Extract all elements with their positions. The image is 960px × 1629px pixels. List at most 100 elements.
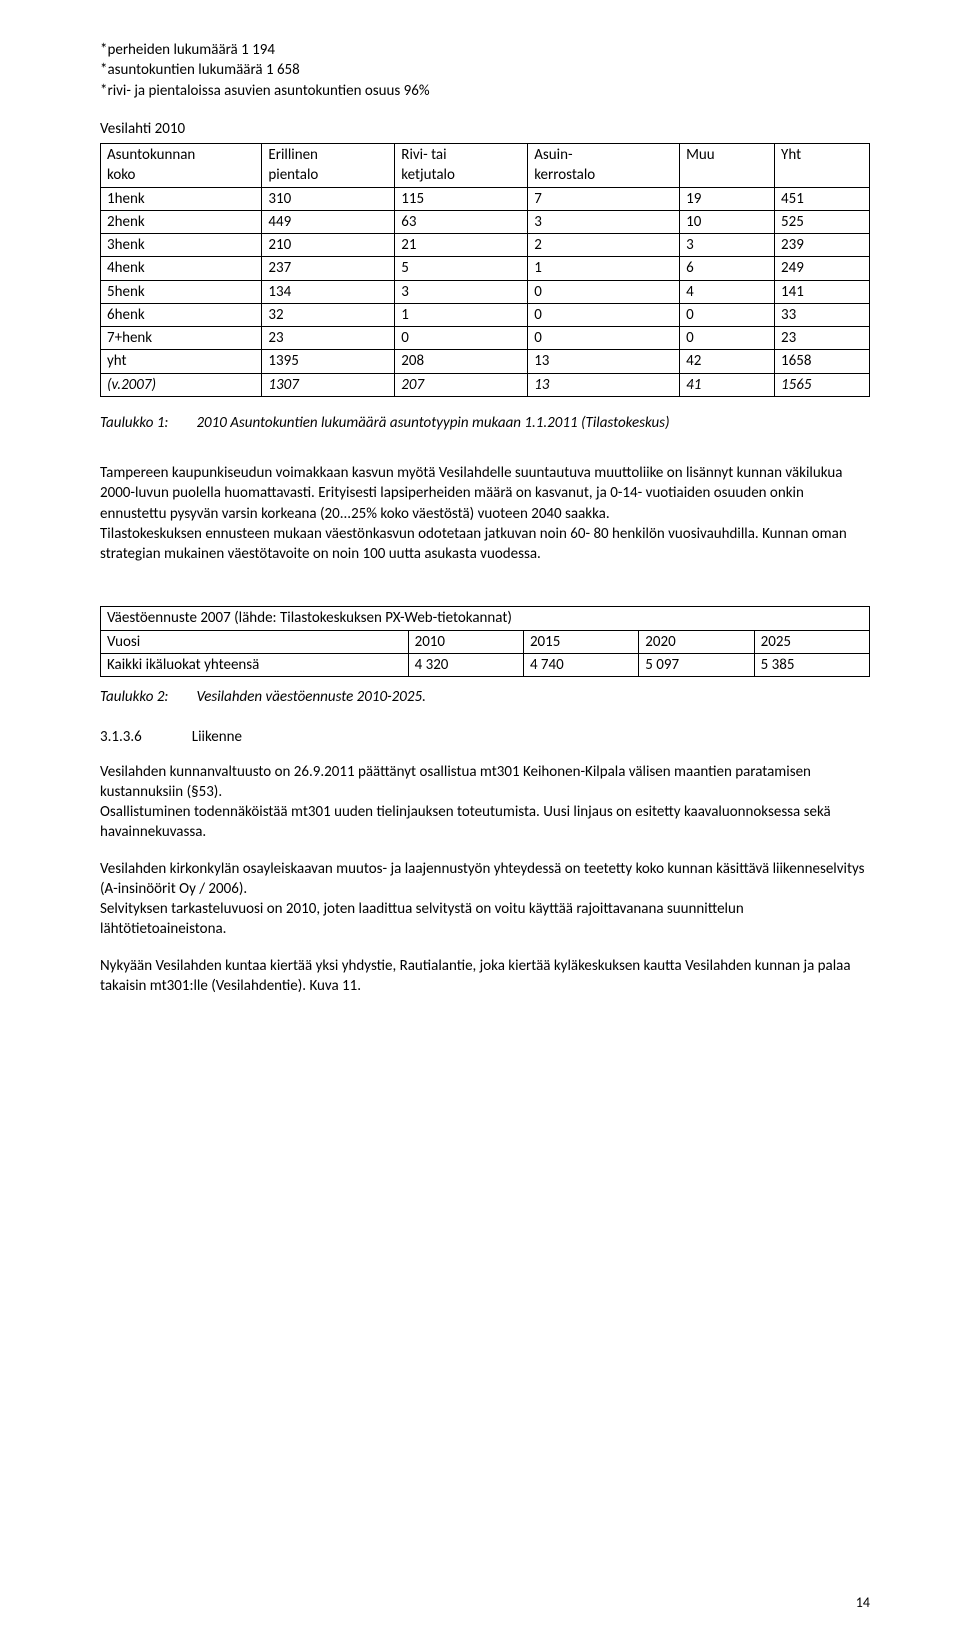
cell: 134 <box>262 280 395 303</box>
header-cell: koko <box>107 165 255 185</box>
cell: 5 385 <box>754 653 869 676</box>
cell: 4henk <box>101 257 262 280</box>
caption-text: Vesilahden väestöennuste 2010-2025. <box>196 687 425 707</box>
header-cell: Asuntokunnan <box>107 145 255 165</box>
cell: 13 <box>528 350 680 373</box>
header-cell: Rivi- tai <box>401 145 521 165</box>
cell: 3 <box>395 280 528 303</box>
paragraph: Nykyään Vesilahden kuntaa kiertää yksi y… <box>100 956 870 997</box>
cell: 3 <box>680 234 775 257</box>
cell: 3 <box>528 210 680 233</box>
table-vaestoennuste: Väestöennuste 2007 (lähde: Tilastokeskuk… <box>100 606 870 677</box>
cell: 32 <box>262 303 395 326</box>
cell: 63 <box>395 210 528 233</box>
header-cell: Asuin- <box>534 145 673 165</box>
cell: 4 <box>680 280 775 303</box>
table2-caption: Taulukko 2: Vesilahden väestöennuste 201… <box>100 687 870 707</box>
section-heading: 3.1.3.6 Liikenne <box>100 727 870 747</box>
header-cell: ketjutalo <box>401 165 521 185</box>
cell: 7+henk <box>101 327 262 350</box>
cell: 4 740 <box>523 653 638 676</box>
header-cell: 2020 <box>639 630 754 653</box>
cell: 41 <box>680 373 775 396</box>
caption-text: 2010 Asuntokuntien lukumäärä asuntotyypi… <box>196 413 669 433</box>
section-number: 3.1.3.6 <box>100 727 142 747</box>
header-cell: Erillinen <box>268 145 388 165</box>
intro-lines: *perheiden lukumäärä 1 194 *asuntokuntie… <box>100 40 870 101</box>
table-row: Väestöennuste 2007 (lähde: Tilastokeskuk… <box>101 607 870 630</box>
cell: 525 <box>775 210 870 233</box>
cell: 0 <box>395 327 528 350</box>
intro-line-1: *perheiden lukumäärä 1 194 <box>100 40 870 60</box>
cell: 2henk <box>101 210 262 233</box>
cell: 1 <box>395 303 528 326</box>
header-cell: 2015 <box>523 630 638 653</box>
header-cell: Muu <box>680 144 775 188</box>
table-row: Kaikki ikäluokat yhteensä 4 320 4 740 5 … <box>101 653 870 676</box>
cell: 33 <box>775 303 870 326</box>
cell: 6 <box>680 257 775 280</box>
cell: 5 097 <box>639 653 754 676</box>
cell: 4 320 <box>408 653 523 676</box>
cell: 210 <box>262 234 395 257</box>
cell: 1 <box>528 257 680 280</box>
cell: 1395 <box>262 350 395 373</box>
cell: 23 <box>775 327 870 350</box>
text: Tampereen kaupunkiseudun voimakkaan kasv… <box>100 464 842 523</box>
header-cell: Vuosi <box>101 630 409 653</box>
page-number: 14 <box>856 1594 870 1613</box>
text: Vesilahden kunnanvaltuusto on 26.9.2011 … <box>100 763 811 801</box>
cell: 2 <box>528 234 680 257</box>
cell: 0 <box>528 280 680 303</box>
table-asuntokunnat: Asuntokunnan koko Erillinen pientalo Riv… <box>100 143 870 397</box>
text: Osallistuminen todennäköistää mt301 uude… <box>100 803 831 841</box>
text: Selvityksen tarkasteluvuosi on 2010, jot… <box>100 900 744 938</box>
cell: 1henk <box>101 187 262 210</box>
cell: 310 <box>262 187 395 210</box>
table-row: 3henk2102123239 <box>101 234 870 257</box>
cell: 451 <box>775 187 870 210</box>
cell: Kaikki ikäluokat yhteensä <box>101 653 409 676</box>
cell: 7 <box>528 187 680 210</box>
cell: yht <box>101 350 262 373</box>
header-cell: Yht <box>775 144 870 188</box>
cell: 237 <box>262 257 395 280</box>
cell: 1307 <box>262 373 395 396</box>
cell: (v.2007) <box>101 373 262 396</box>
table2-title: Väestöennuste 2007 (lähde: Tilastokeskuk… <box>101 607 870 630</box>
header-cell: kerrostalo <box>534 165 673 185</box>
paragraph: Vesilahden kunnanvaltuusto on 26.9.2011 … <box>100 762 870 843</box>
table-row: 6henk3210033 <box>101 303 870 326</box>
cell: 0 <box>528 327 680 350</box>
cell: 239 <box>775 234 870 257</box>
table-row: 4henk237516249 <box>101 257 870 280</box>
caption-label: Taulukko 1: <box>100 413 168 433</box>
text: Vesilahden kirkonkylän osayleiskaavan mu… <box>100 860 865 898</box>
table-row: (v.2007) 1307 207 13 41 1565 <box>101 373 870 396</box>
paragraph: Tampereen kaupunkiseudun voimakkaan kasv… <box>100 463 870 564</box>
cell: 23 <box>262 327 395 350</box>
table-row: 5henk134304141 <box>101 280 870 303</box>
header-cell: 2025 <box>754 630 869 653</box>
cell: 5henk <box>101 280 262 303</box>
text: Tilastokeskuksen ennusteen mukaan väestö… <box>100 525 847 563</box>
section-title: Liikenne <box>192 727 242 747</box>
table-row: yht139520813421658 <box>101 350 870 373</box>
table1-caption: Taulukko 1: 2010 Asuntokuntien lukumäärä… <box>100 413 870 433</box>
cell: 0 <box>528 303 680 326</box>
cell: 207 <box>395 373 528 396</box>
cell: 141 <box>775 280 870 303</box>
cell: 21 <box>395 234 528 257</box>
cell: 249 <box>775 257 870 280</box>
cell: 208 <box>395 350 528 373</box>
header-cell: 2010 <box>408 630 523 653</box>
cell: 1565 <box>775 373 870 396</box>
cell: 6henk <box>101 303 262 326</box>
cell: 3henk <box>101 234 262 257</box>
cell: 42 <box>680 350 775 373</box>
caption-label: Taulukko 2: <box>100 687 168 707</box>
cell: 10 <box>680 210 775 233</box>
table-row: Asuntokunnan koko Erillinen pientalo Riv… <box>101 144 870 188</box>
cell: 1658 <box>775 350 870 373</box>
table1-title: Vesilahti 2010 <box>100 119 870 139</box>
